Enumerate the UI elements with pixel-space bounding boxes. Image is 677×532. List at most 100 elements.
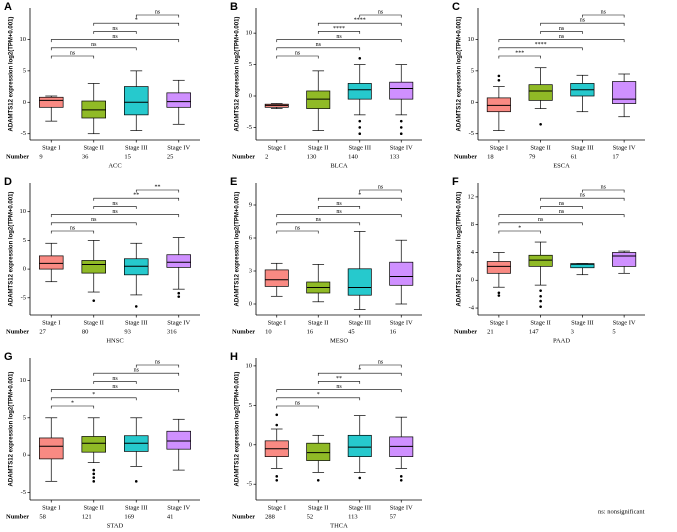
- outlier: [358, 476, 362, 480]
- box: [389, 81, 414, 100]
- significance-label: ns: [580, 193, 586, 199]
- counts-label: Number: [232, 328, 255, 335]
- y-tick-label: 0: [23, 266, 26, 273]
- count: 130: [307, 153, 317, 160]
- significance-bracket: [276, 230, 319, 234]
- significance-label: ns: [70, 225, 76, 231]
- box: [264, 269, 289, 287]
- significance-bracket: [540, 206, 583, 209]
- x-tick-label: Stage IV: [613, 144, 636, 151]
- significance-bracket: [93, 197, 180, 201]
- significance-bracket: [93, 31, 137, 34]
- significance-label: ****: [535, 42, 547, 48]
- significance-label: ns: [538, 217, 544, 223]
- count: 113: [348, 513, 358, 520]
- significance-bracket: [317, 206, 361, 209]
- significance-label: ns: [91, 42, 97, 48]
- box: [389, 261, 414, 286]
- x-axis-label: STAD: [107, 522, 124, 529]
- significance-bracket: [498, 47, 583, 51]
- box: [306, 90, 331, 109]
- x-tick-label: Stage IV: [390, 319, 413, 326]
- x-tick-label: Stage II: [84, 504, 104, 511]
- significance-label: ns: [134, 368, 140, 374]
- significance-bracket: [276, 55, 319, 59]
- box: [528, 254, 553, 267]
- outlier: [275, 423, 279, 427]
- y-axis-label: ADAMTS12 expression log2(TPM+0.001): [9, 372, 15, 487]
- y-tick-label: 5: [23, 414, 26, 421]
- significance-bracket: [498, 230, 541, 234]
- y-tick-label: 0: [471, 277, 474, 284]
- x-tick-label: Stage I: [268, 319, 286, 326]
- x-axis-label: BLCA: [330, 162, 348, 169]
- significance-bracket: [317, 372, 402, 376]
- significance-bracket: [317, 197, 402, 201]
- significance-label: ns: [295, 50, 301, 56]
- significance-bracket: [359, 189, 402, 193]
- count: 52: [307, 513, 314, 520]
- x-tick-label: Stage II: [84, 144, 104, 151]
- significance-bracket: [317, 22, 402, 26]
- count: 3: [571, 328, 574, 335]
- significance-label: ns: [295, 225, 301, 231]
- count: 79: [529, 153, 536, 160]
- panel: C ADAMTS12 expression log2(TPM+0.001) -5 0 5…: [452, 1, 645, 169]
- outlier: [497, 78, 501, 82]
- y-tick-label: 0: [249, 441, 252, 448]
- box: [166, 430, 192, 450]
- outlier: [358, 56, 362, 60]
- box: [123, 86, 149, 116]
- count: 93: [124, 328, 131, 335]
- significance-bracket: [276, 397, 361, 401]
- outlier: [539, 289, 542, 292]
- significance-label: ns: [559, 26, 565, 32]
- significance-label: ns: [112, 26, 118, 32]
- significance-bracket: [498, 214, 625, 218]
- counts-label: Number: [232, 513, 255, 520]
- count: 16: [390, 328, 397, 335]
- box: [38, 255, 64, 270]
- significance-bracket: [317, 31, 361, 34]
- count: 133: [390, 153, 400, 160]
- x-tick-label: Stage III: [348, 144, 371, 151]
- significance-label: ns: [112, 209, 118, 215]
- y-axis-label: ADAMTS12 expression log2(TPM+0.001): [235, 17, 241, 132]
- significance-label: *: [71, 400, 74, 406]
- significance-label: ns: [580, 18, 586, 24]
- significance-bracket: [276, 405, 319, 409]
- box: [486, 97, 511, 113]
- box: [612, 252, 637, 267]
- x-tick-label: Stage I: [42, 144, 60, 151]
- significance-bracket: [359, 364, 402, 368]
- y-tick-label: 5: [249, 61, 252, 68]
- significance-bracket: [135, 189, 180, 193]
- y-tick-label: 6: [249, 234, 253, 241]
- x-tick-label: Stage III: [571, 319, 594, 326]
- x-tick-label: Stage II: [530, 144, 550, 151]
- significance-bracket: [276, 389, 402, 393]
- y-tick-label: 10: [246, 30, 253, 37]
- significance-bracket: [50, 39, 180, 43]
- significance-bracket: [498, 222, 583, 226]
- box: [81, 436, 106, 453]
- y-tick-label: 10: [246, 362, 253, 369]
- panel: H ADAMTS12 expression log2(TPM+0.001) -5 0 5…: [230, 351, 422, 529]
- significance-bracket: [276, 214, 402, 218]
- significance-label: *: [358, 368, 361, 374]
- x-tick-label: Stage III: [348, 504, 371, 511]
- x-tick-label: Stage IV: [390, 504, 413, 511]
- count: 21: [487, 328, 494, 335]
- counts-label: Number: [232, 153, 255, 160]
- significance-label: ns: [601, 9, 607, 15]
- count: 147: [529, 328, 540, 335]
- x-axis-label: HNSC: [106, 337, 123, 344]
- count: 41: [167, 513, 174, 520]
- significance-label: ns: [112, 201, 118, 207]
- significance-label: ns: [559, 201, 565, 207]
- y-tick-label: 5: [23, 237, 26, 244]
- count: 288: [265, 513, 275, 520]
- note: ns: nonsignificant: [598, 508, 645, 515]
- x-tick-label: Stage II: [530, 319, 550, 326]
- counts-label: Number: [454, 328, 477, 335]
